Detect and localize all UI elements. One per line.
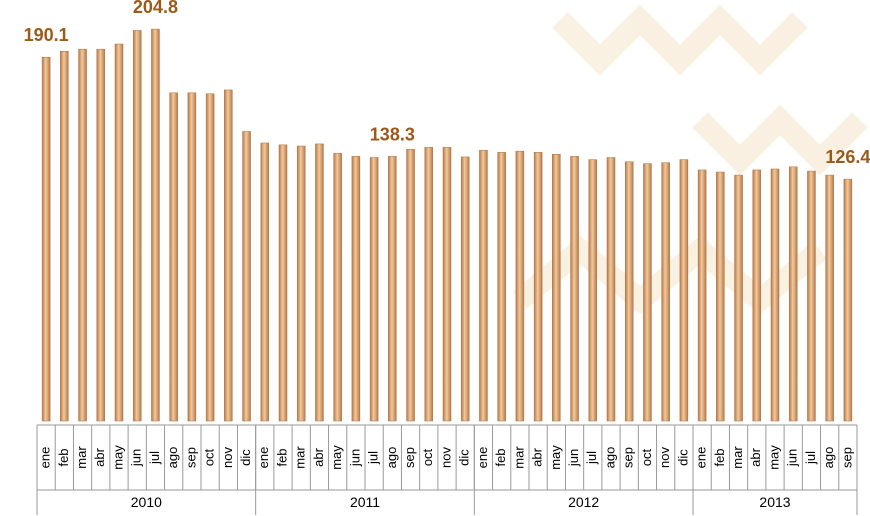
bar xyxy=(807,171,815,421)
value-label: 190.1 xyxy=(24,25,69,45)
x-tick-label: may xyxy=(329,445,344,470)
x-tick-label: ene xyxy=(694,447,709,469)
x-tick-label: mar xyxy=(511,446,526,469)
x-tick-label: ago xyxy=(821,447,836,469)
x-tick-label: ago xyxy=(384,447,399,469)
bar xyxy=(479,150,487,421)
x-tick-label: mar xyxy=(293,446,308,469)
x-tick-label: may xyxy=(766,445,781,470)
x-tick-label: dic xyxy=(238,449,253,466)
bar xyxy=(844,179,852,421)
x-tick-label: sep xyxy=(402,447,417,468)
bar xyxy=(571,156,579,421)
bar xyxy=(680,160,688,421)
bar xyxy=(388,156,396,421)
x-tick-label: may xyxy=(548,445,563,470)
bar xyxy=(662,163,670,421)
group-label: 2012 xyxy=(568,494,599,510)
bar xyxy=(115,44,123,421)
x-tick-label: abr xyxy=(530,447,545,466)
bar xyxy=(425,147,433,421)
x-tick-label: jul xyxy=(584,451,599,465)
value-label: 138.3 xyxy=(370,124,415,144)
x-tick-label: nov xyxy=(438,447,453,468)
x-tick-label: ene xyxy=(256,447,271,469)
bar xyxy=(133,30,141,421)
x-tick-label: mar xyxy=(730,446,745,469)
bar xyxy=(97,49,105,421)
bar xyxy=(716,172,724,421)
bar xyxy=(151,29,159,421)
x-tick-label: ago xyxy=(602,447,617,469)
x-tick-label: mar xyxy=(74,446,89,469)
x-tick-label: jul xyxy=(147,451,162,465)
x-tick-label: abr xyxy=(92,447,107,466)
x-tick-label: jul xyxy=(803,451,818,465)
bar xyxy=(170,93,178,421)
bar xyxy=(516,151,524,421)
bar xyxy=(188,93,196,421)
x-tick-label: ago xyxy=(165,447,180,469)
x-tick-label: jun xyxy=(785,449,800,467)
x-tick-label: may xyxy=(110,445,125,470)
bar xyxy=(279,145,287,421)
x-tick-label: oct xyxy=(202,448,217,466)
x-tick-label: ene xyxy=(475,447,490,469)
bar xyxy=(771,169,779,421)
x-tick-label: feb xyxy=(493,448,508,466)
x-tick-label: oct xyxy=(639,448,654,466)
bar xyxy=(79,49,87,421)
x-tick-label: nov xyxy=(220,447,235,468)
x-tick-label: sep xyxy=(839,447,854,468)
bar xyxy=(826,175,834,421)
chart: ene190.1febmarabrmayjunjul204.8agosepoct… xyxy=(0,0,870,516)
bar xyxy=(243,131,251,421)
bar xyxy=(370,157,378,421)
group-label: 2010 xyxy=(131,494,162,510)
bar xyxy=(352,156,360,421)
bar xyxy=(643,164,651,421)
bar xyxy=(334,153,342,421)
x-tick-label: jun xyxy=(347,449,362,467)
x-tick-label: feb xyxy=(56,448,71,466)
bar xyxy=(753,170,761,421)
bar xyxy=(534,152,542,421)
bar xyxy=(698,170,706,421)
bar xyxy=(625,162,633,421)
x-tick-label: jun xyxy=(129,449,144,467)
x-tick-label: oct xyxy=(420,448,435,466)
bar xyxy=(789,167,797,421)
x-tick-label: sep xyxy=(621,447,636,468)
x-tick-label: jul xyxy=(366,451,381,465)
bar xyxy=(443,147,451,421)
bar xyxy=(60,51,68,421)
bar xyxy=(206,94,214,421)
x-tick-label: nov xyxy=(657,447,672,468)
x-tick-label: dic xyxy=(457,449,472,466)
group-label: 2011 xyxy=(350,494,380,510)
bar xyxy=(735,175,743,421)
group-label: 2013 xyxy=(759,494,790,510)
value-label: 126.4 xyxy=(825,147,870,167)
x-tick-label: feb xyxy=(712,448,727,466)
x-tick-label: dic xyxy=(675,449,690,466)
x-tick-label: feb xyxy=(274,448,289,466)
bar xyxy=(461,157,469,421)
bar xyxy=(407,149,415,421)
x-tick-label: sep xyxy=(183,447,198,468)
x-tick-label: ene xyxy=(38,447,53,469)
bar xyxy=(224,90,232,421)
bar xyxy=(315,144,323,421)
bar xyxy=(552,154,560,421)
bar xyxy=(607,157,615,421)
x-tick-label: abr xyxy=(748,447,763,466)
x-tick-label: jun xyxy=(566,449,581,467)
bar xyxy=(589,160,597,421)
value-label: 204.8 xyxy=(133,0,178,17)
bar xyxy=(42,57,50,421)
bar xyxy=(498,152,506,421)
bar xyxy=(297,146,305,421)
x-tick-label: abr xyxy=(311,447,326,466)
bar xyxy=(261,143,269,421)
